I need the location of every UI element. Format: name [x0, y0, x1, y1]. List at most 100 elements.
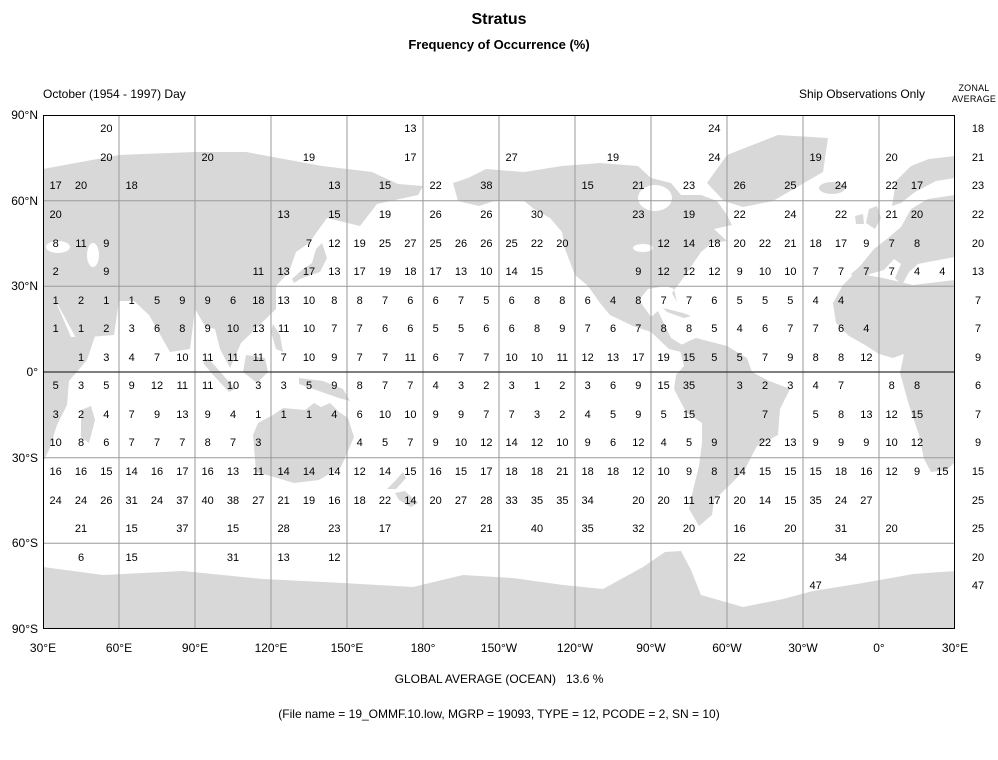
- grid-value: 1: [280, 408, 287, 421]
- grid-value: 22: [758, 437, 772, 450]
- grid-value: 9: [432, 408, 439, 421]
- grid-value: 22: [378, 494, 392, 507]
- grid-value: 30: [530, 208, 544, 221]
- grid-value: 17: [378, 523, 392, 536]
- grid-value: 17: [353, 266, 366, 279]
- grid-value: 20: [733, 494, 746, 507]
- grid-value: 21: [784, 237, 797, 250]
- grid-value: 12: [150, 380, 164, 393]
- grid-value: 32: [632, 523, 645, 536]
- lon-tick-label: 150°W: [480, 641, 518, 655]
- grid-value: 7: [128, 408, 135, 421]
- grid-value: 21: [632, 180, 645, 193]
- grid-value: 4: [432, 380, 439, 393]
- grid-value: 14: [328, 465, 341, 478]
- grid-value: 9: [685, 465, 693, 478]
- grid-value: 7: [888, 266, 895, 279]
- zonal-average-value: 7: [974, 294, 982, 307]
- grid-value: 10: [176, 351, 189, 364]
- lon-tick-label: 90°E: [181, 641, 209, 655]
- grid-value: 6: [381, 323, 389, 336]
- grid-value: 7: [483, 408, 490, 421]
- grid-value: 15: [784, 494, 797, 507]
- grid-value: 16: [150, 465, 164, 478]
- grid-value: 1: [305, 408, 313, 421]
- grid-value: 8: [179, 323, 186, 336]
- zonal-header-line2: AVERAGE: [951, 94, 997, 104]
- grid-value: 16: [201, 465, 214, 478]
- grid-value: 26: [100, 494, 113, 507]
- grid-value: 5: [736, 294, 743, 307]
- grid-value: 17: [429, 266, 442, 279]
- zonal-average-value: 25: [971, 494, 985, 507]
- grid-value: 14: [125, 465, 138, 478]
- grid-value: 9: [913, 465, 921, 478]
- grid-value: 4: [331, 408, 338, 421]
- grid-value: 9: [635, 266, 642, 279]
- grid-value: 7: [812, 266, 819, 279]
- grid-value: 27: [454, 494, 468, 507]
- grid-value: 22: [885, 180, 898, 193]
- zonal-average-value: 22: [971, 208, 985, 221]
- grid-value: 20: [885, 523, 898, 536]
- grid-value: 12: [530, 437, 544, 450]
- file-info-label: (File name = 19_OMMF.10.low, MGRP = 1909…: [278, 707, 720, 721]
- lon-tick-label: 120°E: [254, 641, 288, 655]
- grid-value: 4: [939, 266, 946, 279]
- grid-value: 8: [913, 237, 921, 250]
- grid-value: 11: [683, 494, 695, 507]
- zonal-average-value: 25: [971, 523, 985, 536]
- grid-value: 22: [733, 551, 746, 564]
- grid-value: 24: [150, 494, 164, 507]
- grid-value: 11: [404, 351, 417, 364]
- grid-value: 21: [556, 465, 569, 478]
- zonal-average-value: 9: [974, 437, 982, 450]
- grid-value: 20: [49, 208, 62, 221]
- grid-value: 1: [103, 294, 110, 307]
- grid-value: 4: [103, 408, 110, 421]
- grid-value: 4: [128, 351, 135, 364]
- grid-value: 13: [277, 551, 290, 564]
- grid-value: 38: [226, 494, 240, 507]
- grid-value: 2: [52, 266, 59, 279]
- grid-value: 6: [508, 294, 515, 307]
- grid-value: 14: [758, 494, 772, 507]
- grid-value: 7: [153, 437, 161, 450]
- grid-value: 3: [255, 380, 262, 393]
- grid-value: 15: [784, 465, 797, 478]
- grid-value: 5: [153, 294, 161, 307]
- lon-tick-label: 60°E: [105, 641, 133, 655]
- grid-value: 6: [711, 294, 718, 307]
- zonal-average-value: 9: [974, 351, 982, 364]
- grid-value: 31: [834, 523, 848, 536]
- grid-value: 23: [632, 208, 645, 221]
- grid-value: 1: [533, 380, 541, 393]
- grid-value: 10: [226, 380, 240, 393]
- map-panel: 20 13 24 20 20 19 17 27 19 24 19 20 17 20 18 13 15 22 38 15…: [43, 115, 955, 629]
- grid-value: 8: [559, 294, 566, 307]
- grid-value: 7: [356, 351, 363, 364]
- grid-value: 11: [252, 266, 265, 279]
- grid-value: 15: [682, 351, 696, 364]
- grid-value: 4: [660, 437, 667, 450]
- grid-value: 9: [204, 323, 211, 336]
- grid-value: 3: [128, 323, 135, 336]
- grid-value: 15: [378, 180, 392, 193]
- grid-value: 6: [837, 323, 845, 336]
- grid-value: 6: [356, 408, 363, 421]
- grid-value: 17: [632, 351, 645, 364]
- grid-value: 19: [657, 351, 670, 364]
- grid-value: 7: [356, 323, 363, 336]
- grid-value: 9: [711, 437, 718, 450]
- zonal-average-value: 20: [971, 551, 985, 564]
- grid-value: 28: [277, 523, 290, 536]
- grid-value: 24: [834, 494, 848, 507]
- grid-value: 16: [429, 465, 442, 478]
- zonal-average-value: 47: [971, 580, 985, 593]
- grid-value: 16: [860, 465, 873, 478]
- grid-value: 15: [404, 465, 417, 478]
- grid-value: 14: [505, 437, 518, 450]
- grid-value: 3: [52, 408, 59, 421]
- grid-value: 7: [635, 323, 642, 336]
- zonal-average-value: 23: [971, 180, 985, 193]
